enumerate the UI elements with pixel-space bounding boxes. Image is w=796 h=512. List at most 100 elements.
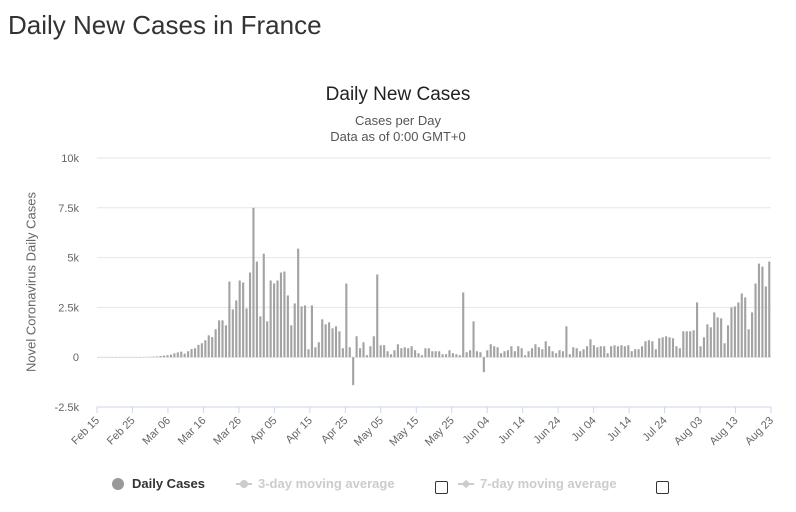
daily-cases-bar[interactable]: [658, 338, 661, 358]
daily-cases-bar[interactable]: [207, 335, 210, 358]
daily-cases-bar[interactable]: [751, 312, 754, 358]
daily-cases-bar[interactable]: [530, 348, 534, 358]
daily-cases-bar[interactable]: [726, 325, 730, 358]
daily-cases-bar[interactable]: [654, 349, 657, 358]
daily-cases-bar[interactable]: [410, 346, 413, 358]
daily-cases-bar[interactable]: [475, 351, 479, 358]
daily-cases-bar[interactable]: [537, 347, 540, 358]
daily-cases-bar[interactable]: [496, 347, 499, 358]
daily-cases-bar[interactable]: [176, 352, 179, 358]
daily-cases-bar[interactable]: [723, 343, 726, 358]
daily-cases-bar[interactable]: [448, 350, 451, 358]
daily-cases-bar[interactable]: [169, 354, 172, 358]
daily-cases-bar[interactable]: [489, 344, 492, 358]
daily-cases-bar[interactable]: [269, 280, 272, 358]
daily-cases-bar[interactable]: [252, 207, 255, 358]
daily-cases-bar[interactable]: [214, 329, 217, 358]
daily-cases-bar[interactable]: [634, 349, 637, 358]
daily-cases-bar[interactable]: [668, 337, 671, 358]
daily-cases-bar[interactable]: [702, 337, 706, 358]
daily-cases-bar[interactable]: [396, 344, 399, 358]
daily-cases-bar[interactable]: [414, 350, 417, 358]
daily-cases-bar[interactable]: [706, 324, 709, 358]
daily-cases-bar[interactable]: [730, 307, 733, 358]
daily-cases-bar[interactable]: [462, 292, 465, 358]
daily-cases-bar[interactable]: [678, 348, 681, 358]
daily-cases-bar[interactable]: [266, 321, 269, 358]
daily-cases-bar[interactable]: [273, 283, 276, 358]
daily-cases-bar[interactable]: [558, 350, 561, 358]
daily-cases-bar[interactable]: [565, 326, 568, 358]
daily-cases-bar[interactable]: [568, 354, 571, 358]
daily-cases-bar[interactable]: [341, 348, 344, 358]
legend-daily-cases[interactable]: Daily Cases: [112, 476, 205, 491]
daily-cases-bar[interactable]: [297, 248, 300, 358]
daily-cases-bar[interactable]: [238, 280, 241, 358]
daily-cases-bar[interactable]: [379, 345, 382, 358]
daily-cases-bar[interactable]: [613, 345, 616, 358]
daily-cases-bar[interactable]: [585, 346, 589, 358]
daily-cases-bar[interactable]: [596, 347, 599, 358]
daily-cases-bar[interactable]: [620, 345, 623, 358]
daily-cases-bar[interactable]: [307, 349, 310, 358]
daily-cases-bar[interactable]: [737, 302, 740, 358]
daily-cases-bar[interactable]: [709, 327, 712, 358]
daily-cases-bar[interactable]: [438, 351, 441, 358]
daily-cases-bar[interactable]: [479, 352, 482, 358]
daily-cases-bar[interactable]: [328, 322, 331, 358]
daily-cases-bar[interactable]: [544, 341, 547, 358]
daily-cases-bar[interactable]: [420, 355, 424, 358]
daily-cases-bar[interactable]: [733, 306, 736, 358]
daily-cases-bar[interactable]: [685, 331, 688, 358]
daily-cases-bar[interactable]: [482, 357, 485, 373]
daily-cases-bar[interactable]: [362, 342, 365, 358]
daily-cases-bar[interactable]: [338, 331, 341, 358]
daily-cases-bar[interactable]: [651, 341, 654, 358]
daily-cases-bar[interactable]: [647, 340, 650, 358]
daily-cases-bar[interactable]: [458, 355, 461, 358]
daily-cases-bar[interactable]: [286, 295, 289, 358]
daily-cases-bar[interactable]: [555, 353, 558, 358]
daily-cases-bar[interactable]: [331, 328, 334, 358]
daily-cases-bar[interactable]: [744, 297, 747, 358]
daily-cases-bar[interactable]: [359, 348, 362, 358]
checkbox-7day-average[interactable]: [656, 481, 669, 494]
daily-cases-bar[interactable]: [637, 349, 640, 358]
daily-cases-bar[interactable]: [279, 272, 283, 358]
daily-cases-bar[interactable]: [276, 280, 279, 358]
daily-cases-bar[interactable]: [524, 355, 527, 358]
daily-cases-bar[interactable]: [671, 338, 675, 358]
daily-cases-bar[interactable]: [293, 303, 296, 358]
checkbox-3day-average[interactable]: [435, 481, 448, 494]
daily-cases-bar[interactable]: [627, 345, 630, 358]
daily-cases-bar[interactable]: [162, 355, 166, 358]
daily-cases-bar[interactable]: [589, 339, 592, 358]
daily-cases-bar[interactable]: [248, 272, 252, 358]
daily-cases-bar[interactable]: [427, 348, 430, 358]
daily-cases-bar[interactable]: [204, 340, 207, 358]
daily-cases-bar[interactable]: [561, 351, 565, 358]
daily-cases-bar[interactable]: [424, 348, 427, 358]
daily-cases-bar[interactable]: [317, 342, 320, 358]
daily-cases-bar[interactable]: [180, 351, 183, 358]
daily-cases-bar[interactable]: [572, 347, 575, 358]
daily-cases-bar[interactable]: [575, 348, 578, 358]
daily-cases-bar[interactable]: [513, 351, 516, 358]
daily-cases-bar[interactable]: [640, 346, 644, 358]
daily-cases-bar[interactable]: [675, 346, 678, 358]
daily-cases-bar[interactable]: [300, 306, 303, 358]
daily-cases-bar[interactable]: [156, 356, 159, 358]
daily-cases-bar[interactable]: [393, 350, 396, 358]
daily-cases-bar[interactable]: [541, 349, 544, 358]
daily-cases-bar[interactable]: [245, 308, 248, 358]
daily-cases-bar[interactable]: [768, 261, 771, 358]
daily-cases-bar[interactable]: [713, 312, 716, 358]
daily-cases-bar[interactable]: [465, 352, 468, 358]
daily-cases-bar[interactable]: [644, 341, 647, 358]
daily-cases-bar[interactable]: [231, 309, 234, 358]
daily-cases-bar[interactable]: [469, 350, 472, 358]
daily-cases-bar[interactable]: [365, 355, 369, 358]
daily-cases-bar[interactable]: [218, 320, 221, 358]
daily-cases-bar[interactable]: [372, 336, 375, 358]
daily-cases-bar[interactable]: [242, 282, 245, 358]
